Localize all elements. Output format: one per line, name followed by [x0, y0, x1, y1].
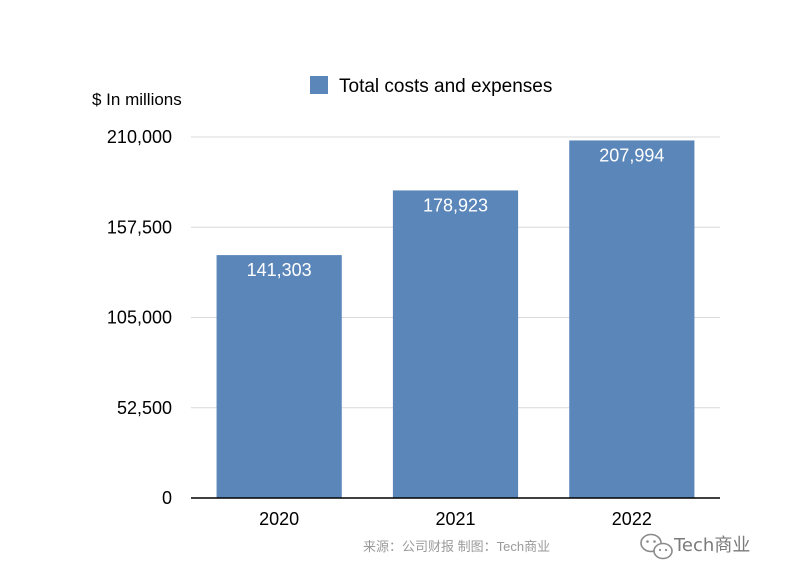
watermark-text: Tech商业	[673, 535, 750, 556]
y-tick-label: 157,500	[107, 217, 172, 237]
source-note: 来源：公司财报 制图：Tech商业	[363, 539, 550, 554]
data-label: 178,923	[423, 195, 488, 215]
wechat-icon	[640, 533, 673, 560]
y-tick-label: 105,000	[107, 308, 172, 328]
x-tick-label: 2022	[612, 509, 652, 529]
legend: Total costs and expenses	[310, 76, 552, 97]
x-tick-label: 2020	[259, 509, 299, 529]
bar-2020	[216, 255, 342, 498]
x-tick-label: 2021	[435, 509, 475, 529]
bar-2021	[392, 190, 519, 498]
legend-swatch	[310, 76, 328, 94]
bar-2022	[569, 140, 695, 498]
legend-label: Total costs and expenses	[339, 76, 552, 97]
data-label: 141,303	[247, 260, 312, 280]
y-tick-label: 210,000	[107, 127, 172, 147]
y-axis-unit-label: $ In millions	[92, 90, 182, 109]
axes: 0 52,500 105,000 157,500 210,000 2020 2021 2022	[107, 127, 720, 529]
watermark: Tech商业	[640, 533, 750, 560]
y-tick-label: 0	[162, 488, 172, 508]
y-tick-label: 52,500	[117, 398, 172, 418]
bars: 141,303 178,923 207,994	[216, 140, 695, 498]
data-label: 207,994	[599, 145, 664, 165]
